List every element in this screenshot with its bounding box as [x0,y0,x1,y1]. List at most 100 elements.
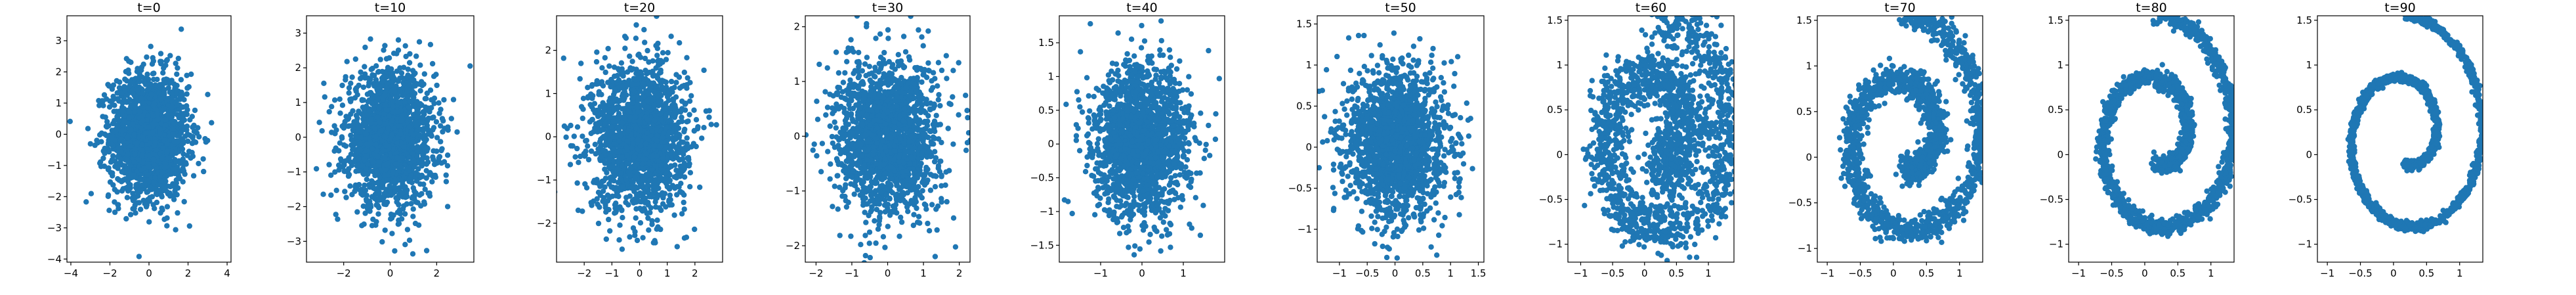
data-point [345,173,352,179]
y-tick-label: −1 [47,160,62,171]
data-point [574,180,580,186]
data-point [169,148,175,154]
data-point [617,222,623,228]
data-point [362,44,368,51]
data-point [646,227,652,233]
data-point [392,89,398,95]
data-point [150,113,156,119]
data-point [414,144,421,150]
data-point [362,120,368,127]
data-point [389,118,396,124]
data-point [400,144,407,150]
data-point [144,172,150,178]
data-point [382,43,388,49]
data-point [136,254,142,260]
data-point [316,120,322,125]
data-point [410,185,416,191]
data-point [620,215,625,221]
data-point [394,154,400,161]
data-point [390,146,396,152]
data-point [404,89,410,95]
data-point [358,69,364,76]
data-point [576,160,581,166]
data-point [417,88,423,94]
data-point [355,127,361,133]
data-point [381,74,387,79]
data-point [356,181,362,188]
data-point [367,184,373,190]
data-point [411,103,417,109]
data-point [394,210,401,216]
data-point [152,206,158,212]
data-point [356,156,362,162]
data-point [173,170,180,175]
data-point [395,47,402,53]
data-point [164,141,171,147]
data-point [137,79,142,85]
data-point [329,104,335,110]
data-point [127,109,133,115]
data-point [423,248,430,254]
data-point [389,131,395,138]
data-point [679,114,685,120]
data-point [139,182,145,188]
data-point [368,116,374,122]
data-point [117,156,124,163]
data-point [419,79,425,85]
data-point [612,210,618,216]
data-point [374,86,380,92]
data-point [337,96,343,102]
y-tick-label: −4 [47,253,62,265]
data-point [115,176,121,182]
data-point [386,55,392,61]
data-point [102,150,108,156]
data-point [332,169,338,175]
data-point [441,97,447,103]
data-point [604,192,611,198]
data-point [125,174,131,181]
data-point [102,114,108,120]
data-point [120,186,126,192]
data-point [384,85,390,91]
data-point [183,161,189,167]
data-point [681,206,687,212]
data-point [201,168,207,175]
data-point [87,141,93,147]
data-point [413,199,419,205]
data-point [131,159,137,165]
data-point [378,127,385,134]
data-point [163,80,169,86]
subplot-title: t=10 [375,1,406,15]
data-point [684,135,690,141]
data-point [159,207,165,213]
data-point [438,106,444,112]
data-point [392,161,399,167]
data-point [601,147,606,153]
data-point [440,129,446,135]
data-point [136,200,142,206]
data-point [391,184,398,190]
data-point [106,148,112,155]
data-point [381,47,387,53]
data-point [158,96,164,102]
data-point [112,187,117,193]
data-point [673,94,679,100]
data-point [156,187,162,194]
data-point [395,78,401,84]
data-point [156,116,161,122]
data-point [133,146,138,152]
data-point [406,104,412,110]
data-point [139,74,145,80]
data-point [364,193,370,198]
data-point [580,95,587,101]
data-point [392,179,398,185]
data-point [616,110,622,117]
data-point [100,98,106,104]
data-point [378,194,385,200]
data-point [419,156,425,162]
data-point [420,115,426,121]
data-point [98,164,104,170]
data-point [686,98,693,104]
data-point [348,80,354,86]
data-point [163,116,169,123]
